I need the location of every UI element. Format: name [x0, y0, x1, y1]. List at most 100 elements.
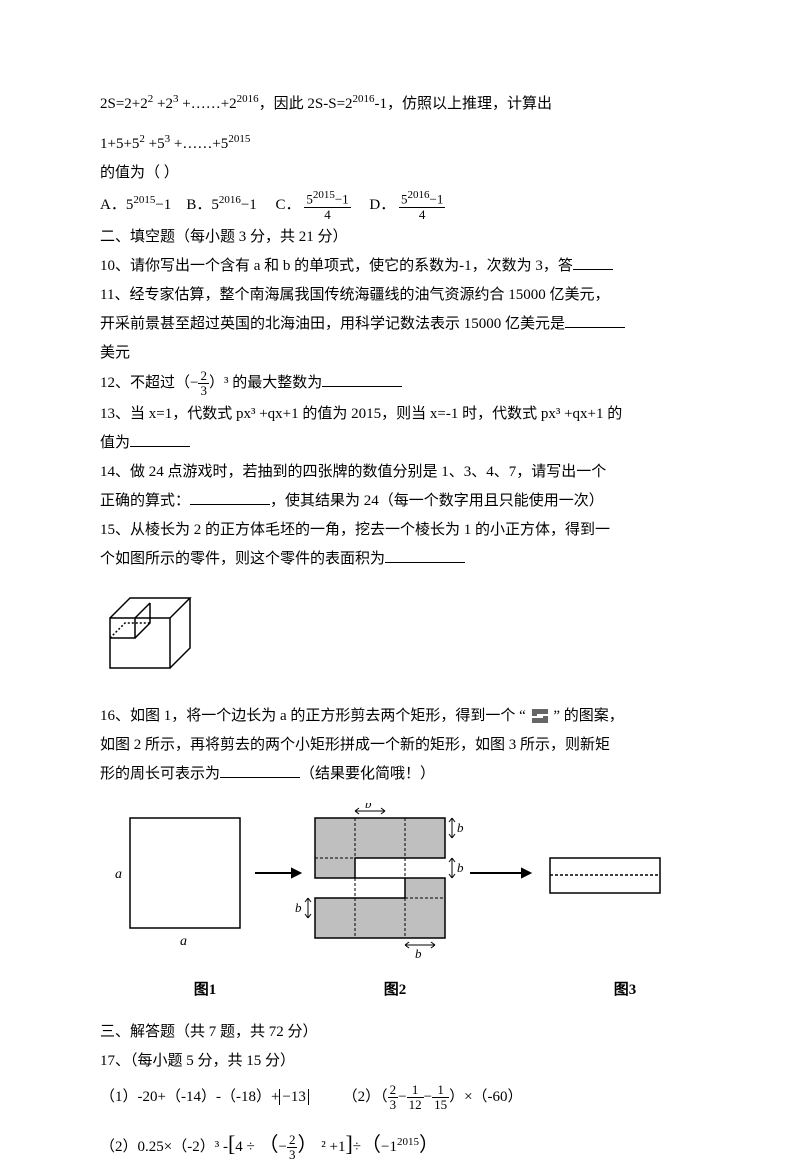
text: 3	[198, 384, 209, 398]
sup: 2016	[353, 93, 375, 105]
q17-2: （2）（23−112−115）×（-60）	[343, 1083, 523, 1113]
text: 3	[287, 1148, 298, 1162]
q11-line3: 美元	[100, 340, 700, 367]
q10: 10、请你写出一个含有 a 和 b 的单项式，使它的系数为-1，次数为 3，答	[100, 253, 700, 280]
sup: 2015	[397, 1136, 419, 1148]
fig1-label: 图1	[194, 977, 217, 1004]
question-stem: 的值为（ ）	[100, 160, 700, 187]
text: ÷	[353, 1139, 361, 1155]
text: +2	[153, 96, 173, 112]
text: −	[424, 1089, 432, 1105]
frac: 112	[407, 1083, 424, 1113]
text: （2）0.25×（-2）³ -	[100, 1139, 228, 1155]
figure-labels: 图1 图2 图3	[100, 977, 680, 1004]
text: -1，仿照以上推理，计算出	[375, 96, 553, 112]
text: 2	[287, 1133, 298, 1148]
fig2-label: 图2	[384, 977, 407, 1004]
section-3-heading: 三、解答题（共 7 题，共 72 分）	[100, 1019, 700, 1046]
text: ）³ 的最大整数为	[209, 375, 322, 391]
text: 2	[198, 369, 209, 384]
options: A．52015−1 B．52016−1 C． 52015−1 4 D． 5201…	[100, 189, 700, 222]
q14-line2: 正确的算式：，使其结果为 24（每一个数字用且只能使用一次）	[100, 488, 700, 515]
text: 12、不超过（	[100, 375, 190, 391]
q16-line3: 形的周长可表示为 （结果要化简哦！）	[100, 761, 700, 788]
figures-123: a a b b b b b	[100, 803, 700, 1004]
text: 4	[304, 208, 350, 222]
text: 14、做 24 点游戏时，若抽到的四张牌的数值分别是 1、3、4、7，请写出一个	[100, 464, 606, 480]
sup: 2016	[219, 194, 241, 206]
q17-sub12: （1）-20+（-14）-（-18）+−13 （2）（23−112−115）×（…	[100, 1083, 700, 1113]
text: 正确的算式：	[100, 493, 190, 509]
text: +……+2	[178, 96, 236, 112]
q13-line1: 13、当 x=1，代数式 px³ +qx+1 的值为 2015，则当 x=-1 …	[100, 401, 700, 428]
text: 4 ÷	[235, 1139, 258, 1155]
svg-text:b: b	[365, 803, 372, 811]
svg-text:a: a	[180, 934, 187, 949]
s-shape-icon	[530, 707, 550, 725]
sup: 2015	[228, 133, 250, 145]
blank	[220, 763, 300, 778]
text: （结果要化简哦！）	[300, 766, 435, 782]
fraction-q12: 23	[198, 369, 209, 399]
figures-svg: a a b b b b b	[100, 803, 680, 963]
text: 15、从棱长为 2 的正方体毛坯的一角，挖去一个棱长为 1 的小正方体，得到一	[100, 522, 610, 538]
q17-heading: 17、（每小题 5 分，共 15 分）	[100, 1048, 700, 1075]
blank	[322, 372, 402, 387]
text: 11、经专家估算，整个南海属我国传统海疆线的油气资源约合 15000 亿美元，	[100, 287, 609, 303]
text: −1	[430, 191, 444, 206]
q16-line2: 如图 2 所示，再将剪去的两个小矩形拼成一个新的矩形，如图 3 所示，则新矩	[100, 732, 700, 759]
expr-sum5: 1+5+52 +53 +……+52015	[100, 130, 700, 158]
section-2-heading: 二、填空题（每小题 3 分，共 21 分）	[100, 224, 700, 251]
fig3-label: 图3	[614, 977, 637, 1004]
text: 12	[407, 1098, 424, 1112]
q15-line2: 个如图所示的零件，则这个零件的表面积为	[100, 546, 700, 573]
option-b: B．5	[186, 197, 219, 213]
option-a: A．5	[100, 197, 133, 213]
option-d: D．	[369, 197, 395, 213]
blank	[573, 255, 613, 270]
text: 2S=2+2	[100, 96, 148, 112]
text: ² +1	[317, 1139, 345, 1155]
svg-text:a: a	[115, 867, 122, 882]
text: 二、填空题（每小题 3 分，共 21 分）	[100, 229, 348, 245]
quote-open: “	[519, 708, 526, 724]
text: 三、解答题（共 7 题，共 72 分）	[100, 1024, 318, 1040]
text: +……+5	[170, 136, 228, 152]
cube-svg	[100, 588, 210, 678]
q15-line1: 15、从棱长为 2 的正方体毛坯的一角，挖去一个棱长为 1 的小正方体，得到一	[100, 517, 700, 544]
text: 美元	[100, 345, 130, 361]
q11-line1: 11、经专家估算，整个南海属我国传统海疆线的油气资源约合 15000 亿美元，	[100, 282, 700, 309]
text: 开采前景甚至超过英国的北海油田，用科学记数法表示 15000 亿美元是	[100, 316, 565, 332]
text: 1	[407, 1083, 424, 1098]
text: −	[190, 375, 198, 391]
text: 形的周长可表示为	[100, 766, 220, 782]
fraction-c: 52015−1 4	[304, 189, 350, 222]
text: 4	[399, 208, 445, 222]
text: 13、当 x=1，代数式 px³ +qx+1 的值为 2015，则当 x=-1 …	[100, 406, 622, 422]
svg-text:b: b	[457, 860, 464, 875]
rparen: ）	[297, 1134, 317, 1156]
text: 15	[432, 1098, 449, 1112]
text: 1+5+5	[100, 136, 139, 152]
text: 值为	[100, 435, 130, 451]
blank	[130, 432, 190, 447]
rparen: ）	[419, 1134, 439, 1156]
text: （2）（	[343, 1089, 388, 1105]
sup: 2016	[237, 93, 259, 105]
q13-line2: 值为	[100, 430, 700, 457]
text: 10、请你写出一个含有 a 和 b 的单项式，使它的系数为-1，次数为 3，答	[100, 258, 573, 274]
text: 17、（每小题 5 分，共 15 分）	[100, 1053, 295, 1069]
text: 2	[388, 1083, 399, 1098]
frac: 115	[432, 1083, 449, 1113]
q11-line2: 开采前景甚至超过英国的北海油田，用科学记数法表示 15000 亿美元是	[100, 311, 700, 338]
q17-sub3: （2）0.25×（-2）³ -[4 ÷ （−23） ² +1]÷（−12015）	[100, 1124, 700, 1164]
blank	[190, 490, 270, 505]
option-c: C．	[276, 197, 301, 213]
figure-cube	[100, 588, 700, 688]
expr-2s: 2S=2+22 +23 +……+22016，因此 2S-S=22016-1，仿照…	[100, 90, 700, 118]
text: 3	[388, 1098, 399, 1112]
text: 的图案，	[564, 708, 624, 724]
text: ）×（-60）	[449, 1089, 522, 1105]
text: −	[398, 1089, 406, 1105]
text: −1	[335, 191, 349, 206]
